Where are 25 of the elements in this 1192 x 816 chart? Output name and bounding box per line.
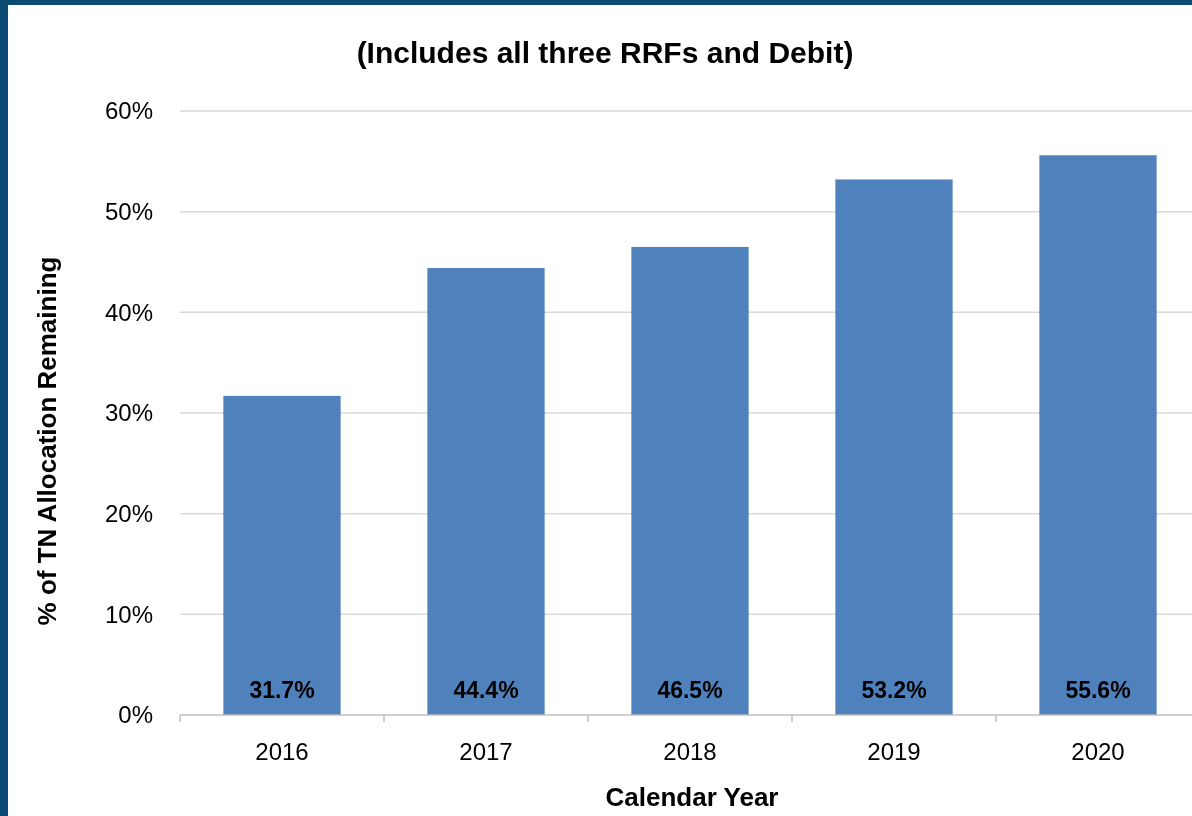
- y-tick-label: 0%: [118, 701, 153, 729]
- x-axis-title: Calendar Year: [605, 782, 779, 812]
- y-tick-label: 30%: [104, 399, 153, 427]
- chart-title: (Includes all three RRFs and Debit): [356, 36, 854, 69]
- x-tick-label: 2018: [663, 738, 717, 765]
- data-label: 53.2%: [861, 677, 927, 703]
- x-tick-label: 2019: [867, 738, 921, 765]
- bar: [835, 179, 953, 715]
- bar: [427, 268, 545, 715]
- y-tick-label: 60%: [104, 97, 153, 125]
- data-label: 44.4%: [453, 677, 519, 703]
- y-axis-title: % of TN Allocation Remaining: [32, 256, 62, 626]
- y-tick-label: 10%: [104, 600, 153, 628]
- data-label: 31.7%: [249, 677, 315, 703]
- bar: [631, 246, 749, 715]
- bar: [223, 395, 341, 715]
- x-tick-label: 2017: [459, 738, 513, 765]
- x-tick-label: 2016: [255, 738, 309, 765]
- x-tick-label: 2020: [1071, 738, 1125, 765]
- data-label: 46.5%: [657, 677, 723, 703]
- y-tick-label: 20%: [104, 500, 153, 528]
- y-tick-label: 50%: [104, 198, 153, 226]
- y-tick-label: 40%: [104, 298, 153, 326]
- data-label: 55.6%: [1065, 677, 1131, 703]
- bar: [1039, 155, 1157, 715]
